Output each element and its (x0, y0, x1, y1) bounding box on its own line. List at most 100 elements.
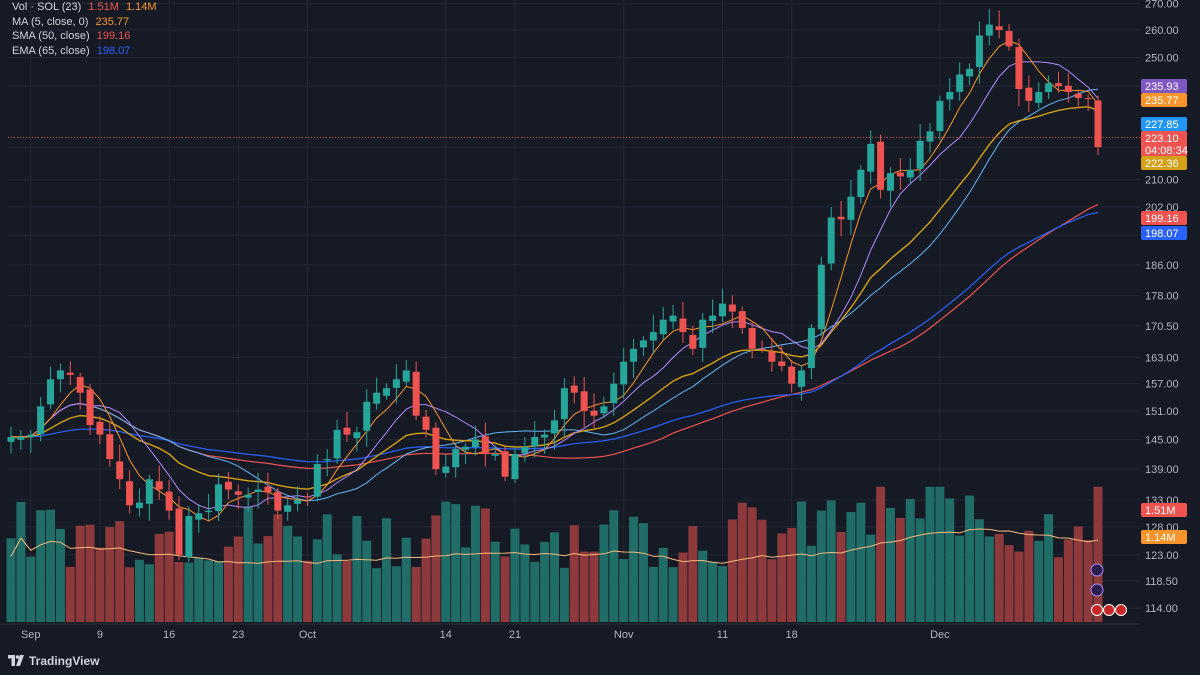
volume-bar (589, 551, 599, 622)
volume-bar (372, 568, 382, 622)
volume-bar (1004, 545, 1014, 622)
volume-bar (204, 560, 214, 622)
volume-badge-bg (1141, 503, 1187, 517)
candle-body (155, 481, 163, 490)
legend-ma5[interactable]: MA (5, close, 0) 235.77 (12, 15, 157, 30)
volume-bar (846, 512, 856, 622)
time-axis: Sep 9 16 23 Oct 14 21 Nov 11 18 Dec (0, 623, 1140, 641)
candle (877, 134, 885, 199)
candle (432, 422, 440, 475)
candle (471, 425, 479, 456)
candle (491, 445, 499, 461)
candle (17, 430, 25, 450)
volume-bar (391, 566, 401, 622)
candle-body (294, 500, 302, 504)
volume-bar (214, 561, 224, 622)
candle-body (679, 318, 687, 333)
price-badge-bg (1141, 131, 1187, 157)
volume-bar (717, 566, 727, 622)
candle (1094, 95, 1102, 155)
legend-sma50[interactable]: SMA (50, close) 199.16 (12, 29, 157, 44)
candle (313, 454, 321, 502)
candle (481, 422, 489, 467)
legend-sma50-label: SMA (50, close) (12, 30, 90, 42)
candle (1015, 38, 1023, 107)
y-tick-label: 178.00 (1145, 291, 1179, 303)
volume-bar (382, 518, 392, 622)
candle-body (916, 140, 924, 169)
candle (659, 306, 667, 341)
price-axis-bg (1140, 0, 1200, 675)
candle (175, 496, 183, 561)
candle-body (37, 406, 45, 434)
candle-body (1045, 83, 1053, 93)
volume-bar (569, 525, 579, 622)
candle-body (857, 169, 865, 198)
candle-body (1084, 98, 1092, 100)
volume-bar (144, 564, 154, 622)
volume-bar (352, 516, 362, 622)
candle (294, 486, 302, 512)
candle (383, 383, 391, 400)
candle-body (886, 173, 894, 191)
legend-ema65[interactable]: EMA (65, close) 198.07 (12, 44, 157, 59)
candle-body (867, 143, 875, 172)
volume-bar (816, 510, 826, 622)
candle (106, 421, 114, 467)
earnings-flag-icon (1103, 604, 1115, 616)
candle (1025, 75, 1033, 113)
candle (56, 363, 64, 393)
price-badge: 222.36 (1141, 156, 1187, 170)
volume-bar (925, 486, 935, 622)
tradingview-logo[interactable]: TradingView (8, 654, 99, 668)
candle (896, 158, 904, 190)
volume-bar (26, 556, 36, 622)
legend-volume[interactable]: Vol · SOL (23) 1.51M 1.14M (12, 0, 157, 15)
price-badge-countdown: 04:08:34 (1145, 145, 1188, 157)
candle-body (521, 446, 529, 454)
y-tick-label: 157.00 (1145, 379, 1179, 391)
candle (303, 492, 311, 506)
candle (817, 256, 825, 337)
legend-ma5-value: 235.77 (95, 15, 130, 28)
candles (7, 9, 1102, 562)
volume-bar (421, 538, 431, 622)
volume-bar (984, 536, 994, 622)
candle-body (817, 264, 825, 330)
volume-bar (451, 504, 461, 622)
legend-ma5-label: MA (5, close, 0) (12, 15, 89, 28)
volume-bar (194, 558, 204, 622)
candle (975, 21, 983, 84)
price-badge-text: 227.85 (1145, 119, 1179, 131)
candle (402, 360, 410, 386)
candle-body (709, 315, 717, 321)
volume-bar (293, 536, 303, 622)
candle (1084, 94, 1092, 111)
y-tick-label: 114.00 (1145, 603, 1178, 615)
volume-bar (678, 552, 688, 622)
candle-body (175, 508, 183, 555)
candle (1074, 90, 1082, 109)
candle-body (541, 434, 549, 438)
volume-bar (1024, 530, 1034, 622)
candle-body (274, 491, 282, 511)
candle-body (501, 451, 509, 477)
volume-bar (312, 539, 322, 622)
candle (758, 340, 766, 353)
y-tick-label: 250.00 (1145, 52, 1179, 64)
volume-bar (263, 536, 273, 622)
candle (956, 62, 964, 101)
candle-body (452, 449, 460, 468)
candle (541, 429, 549, 454)
candle-body (877, 141, 885, 190)
volume-bar (480, 508, 490, 622)
candle-body (126, 481, 134, 506)
volume-bar (559, 567, 569, 622)
candle-body (896, 172, 904, 177)
candle-body (1094, 100, 1102, 148)
candle-body (778, 361, 786, 367)
candle-body (936, 100, 944, 132)
candle-body (303, 496, 311, 498)
